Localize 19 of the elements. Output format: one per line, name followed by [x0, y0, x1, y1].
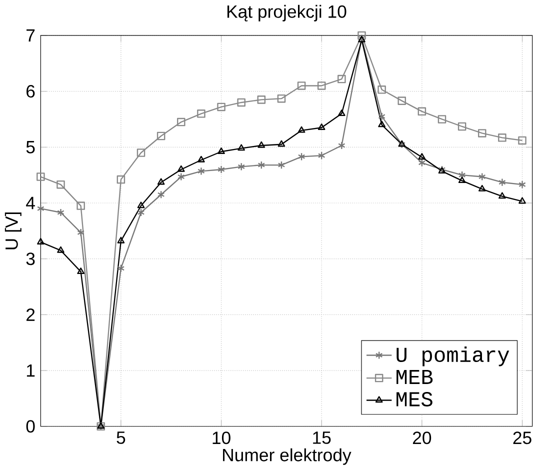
x-tick-label: 10: [212, 432, 230, 444]
legend-label: U pomiary: [396, 346, 510, 366]
x-tick-label: 25: [513, 432, 532, 444]
y-tick-label: 0: [26, 420, 35, 433]
y-tick-label: 2: [26, 308, 35, 321]
x-axis-title: Numer elektrody: [223, 448, 352, 465]
legend-label: MEB: [396, 370, 433, 384]
y-tick-label: 3: [26, 252, 35, 266]
y-tick-label: 7: [26, 30, 35, 42]
chart-title: Kąt projekcji 10: [227, 5, 346, 22]
x-tick-label: 15: [313, 432, 331, 444]
legend-label: MES: [396, 392, 432, 407]
x-tick-label: 5: [116, 432, 126, 444]
y-axis-title: U [V]: [4, 212, 22, 250]
y-tick-label: 6: [26, 85, 35, 98]
y-tick-label: 4: [26, 197, 35, 210]
y-tick-label: 5: [26, 141, 35, 154]
y-tick-label: 1: [26, 364, 35, 377]
x-tick-label: 20: [412, 432, 432, 444]
